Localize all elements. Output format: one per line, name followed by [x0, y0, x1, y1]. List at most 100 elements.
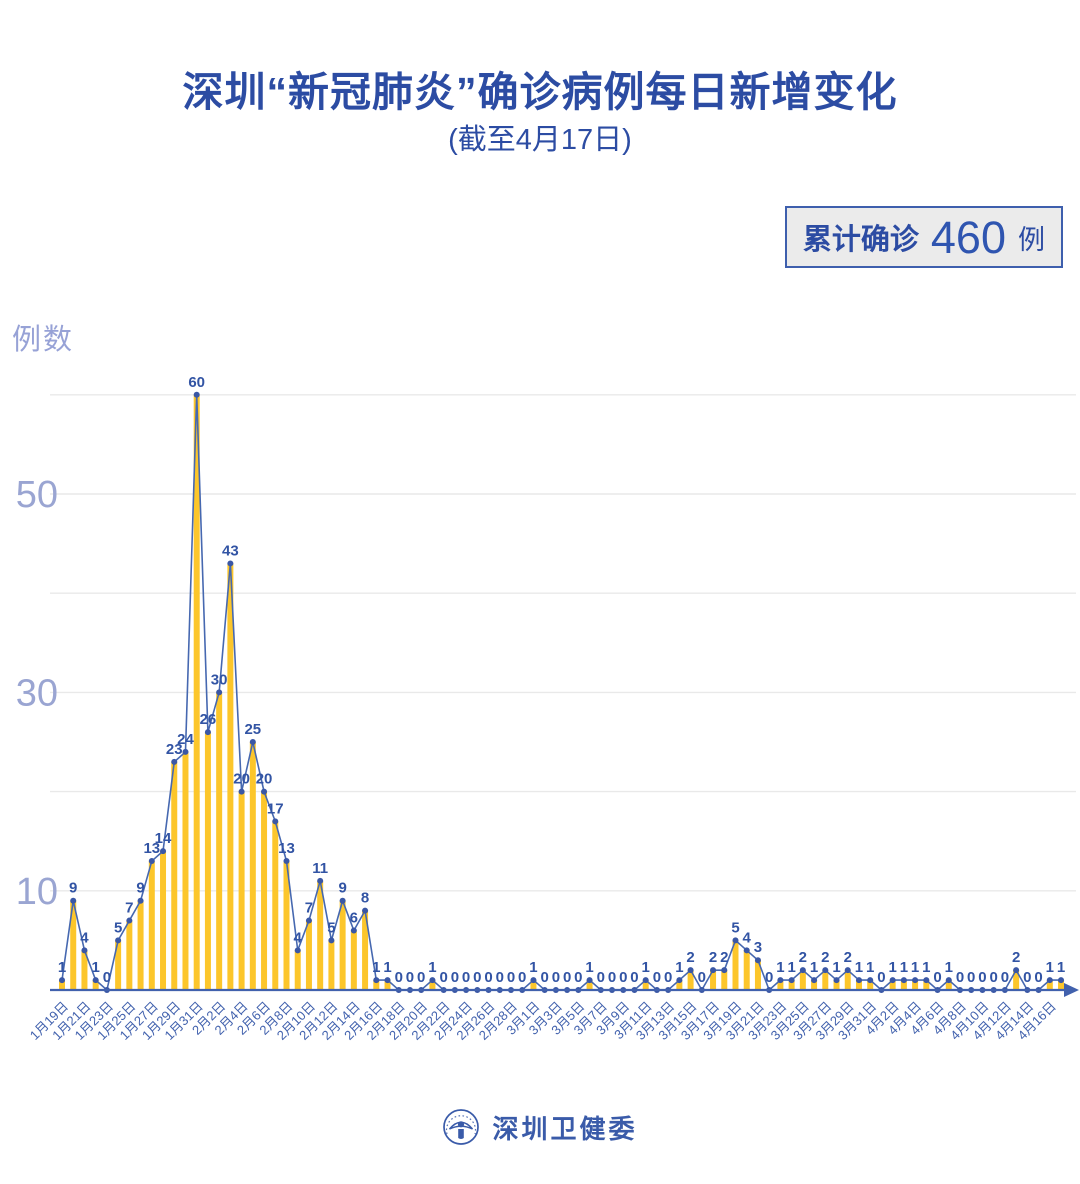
- data-point-dot: [945, 977, 952, 984]
- data-point-dot: [227, 560, 234, 567]
- value-label: 9: [338, 880, 346, 897]
- data-point-dot: [1013, 967, 1020, 974]
- value-label: 0: [496, 969, 504, 986]
- bar: [294, 950, 301, 990]
- data-point-dot: [294, 947, 301, 954]
- cumulative-total-badge: 累计确诊 460 例: [784, 206, 1063, 268]
- value-label: 0: [653, 969, 661, 986]
- data-point-dot: [350, 927, 357, 934]
- bar: [923, 980, 930, 990]
- value-label: 0: [552, 969, 560, 986]
- value-label: 0: [877, 969, 885, 986]
- value-label: 0: [417, 969, 425, 986]
- bar: [115, 940, 122, 990]
- value-label: 0: [462, 969, 470, 986]
- data-point-dot: [732, 937, 739, 944]
- value-label: 5: [731, 919, 739, 936]
- data-points: [59, 391, 1065, 993]
- value-label: 14: [155, 830, 172, 847]
- data-point-dot: [238, 788, 245, 795]
- bar: [676, 980, 683, 990]
- data-point-dot: [586, 977, 593, 984]
- value-label: 0: [1034, 969, 1042, 986]
- value-label: 1: [832, 959, 840, 976]
- data-point-dot: [912, 977, 919, 984]
- bar: [328, 940, 335, 990]
- data-point-dot: [70, 897, 77, 904]
- bar: [339, 900, 346, 990]
- footer: 深圳卫健委: [0, 1108, 1080, 1146]
- bar: [126, 920, 133, 990]
- bar: [710, 970, 717, 990]
- value-label: 0: [563, 969, 571, 986]
- bar: [227, 563, 234, 990]
- bar: [1058, 980, 1065, 990]
- value-label: 2: [720, 949, 728, 966]
- data-point-dot: [867, 977, 874, 984]
- value-label: 5: [114, 919, 122, 936]
- value-label: 60: [188, 374, 205, 391]
- x-axis-arrow: [1064, 983, 1079, 997]
- data-point-dot: [81, 947, 88, 954]
- value-label: 1: [92, 959, 100, 976]
- bar: [889, 980, 896, 990]
- value-label: 1: [922, 959, 930, 976]
- bar: [317, 880, 324, 990]
- value-label: 2: [844, 949, 852, 966]
- value-label: 20: [233, 771, 250, 788]
- data-point-dot: [305, 917, 312, 924]
- value-label: 6: [350, 909, 358, 926]
- bar: [362, 910, 369, 990]
- badge-label: 累计确诊: [802, 224, 919, 256]
- value-label: 8: [361, 890, 369, 907]
- data-point-dot: [687, 967, 694, 974]
- data-point-dot: [92, 977, 99, 984]
- bar: [788, 980, 795, 990]
- data-point-dot: [115, 937, 122, 944]
- bar: [272, 821, 279, 990]
- bar: [822, 970, 829, 990]
- value-label: 0: [473, 969, 481, 986]
- data-point-dot: [676, 977, 683, 984]
- value-label: 0: [698, 969, 706, 986]
- data-point-dot: [822, 967, 829, 974]
- data-point-dot: [833, 977, 840, 984]
- value-label: 30: [211, 671, 228, 688]
- x-axis: [50, 983, 1079, 997]
- data-point-dot: [384, 977, 391, 984]
- bar: [137, 900, 144, 990]
- data-point-dot: [429, 977, 436, 984]
- data-point-dot: [710, 967, 717, 974]
- value-label: 0: [541, 969, 549, 986]
- data-point-dot: [923, 977, 930, 984]
- y-axis-tick-labels: 10 30 50: [16, 474, 58, 913]
- bar: [171, 761, 178, 990]
- value-label: 13: [278, 840, 295, 857]
- bar: [912, 980, 919, 990]
- bar: [238, 791, 245, 990]
- data-point-dot: [889, 977, 896, 984]
- bar: [777, 980, 784, 990]
- bar: [855, 980, 862, 990]
- bar: [59, 980, 65, 990]
- value-label: 1: [1046, 959, 1054, 976]
- data-point-dot: [193, 391, 200, 398]
- data-point-dot: [362, 907, 369, 914]
- data-point-dot: [373, 977, 380, 984]
- bar: [844, 970, 851, 990]
- bar: [945, 980, 952, 990]
- data-point-dot: [721, 967, 728, 974]
- value-label: 1: [372, 959, 380, 976]
- bar: [687, 970, 694, 990]
- bar: [900, 980, 907, 990]
- bar: [305, 920, 312, 990]
- gridlines: [50, 394, 1076, 892]
- value-label: 1: [866, 959, 874, 976]
- value-label: 0: [597, 969, 605, 986]
- value-label: 2: [1012, 949, 1020, 966]
- data-point-dot: [339, 897, 346, 904]
- bar: [148, 861, 155, 990]
- bar: [81, 950, 88, 990]
- value-label: 0: [956, 969, 964, 986]
